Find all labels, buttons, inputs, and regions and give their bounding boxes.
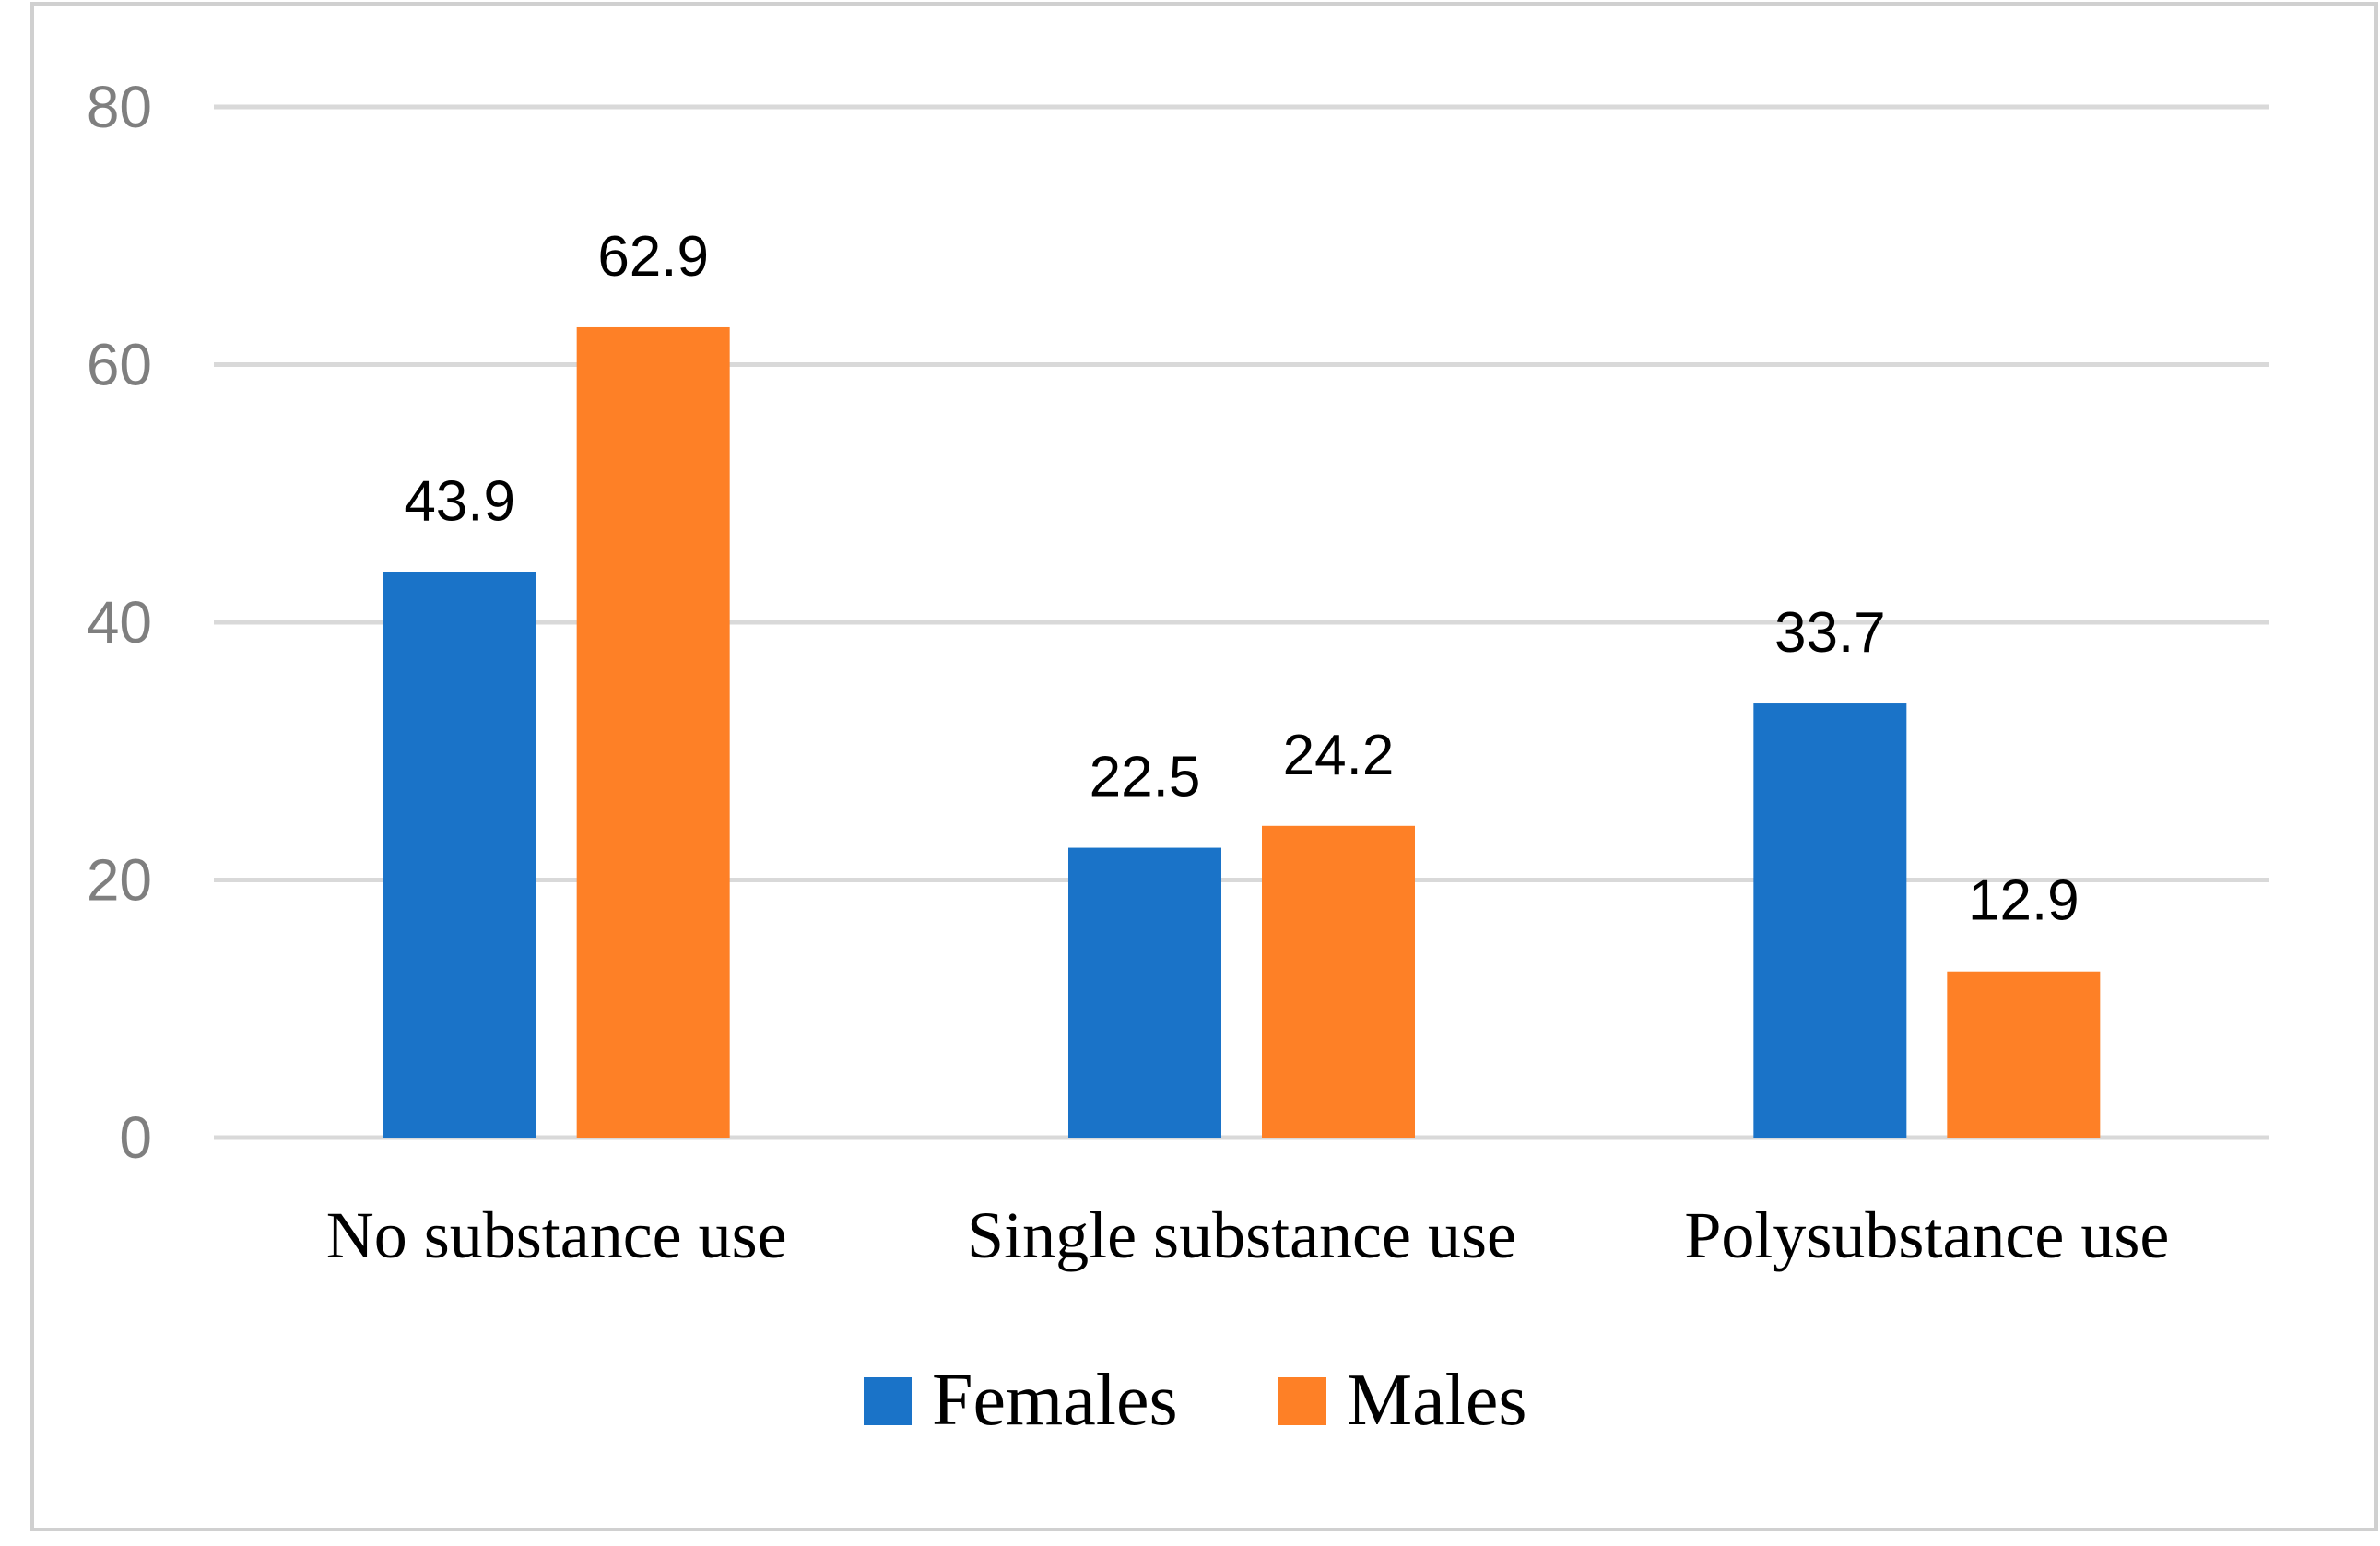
y-tick-label: 80: [87, 74, 152, 140]
data-label: 33.7: [1774, 601, 1886, 665]
legend-item-males: Males: [1278, 1360, 1527, 1441]
legend-swatch: [1278, 1377, 1326, 1425]
y-tick-label: 0: [119, 1104, 152, 1171]
y-tick-label: 40: [87, 589, 152, 655]
data-label: 43.9: [404, 469, 515, 533]
legend-label: Females: [932, 1360, 1178, 1441]
legend-label: Males: [1347, 1360, 1527, 1441]
bar-males-2: [1262, 825, 1415, 1138]
legend-item-females: Females: [864, 1360, 1178, 1441]
x-category-label: No substance use: [326, 1198, 787, 1272]
bar-females-3: [1753, 703, 1907, 1138]
x-category-label: Polysubstance use: [1684, 1198, 2169, 1272]
bar-females-1: [383, 572, 536, 1138]
y-tick-label: 60: [87, 332, 152, 398]
bar-females-2: [1068, 847, 1221, 1138]
bar-males-3: [1947, 971, 2101, 1138]
data-label: 12.9: [1968, 869, 2080, 933]
legend-swatch: [864, 1377, 912, 1425]
bar-males-1: [576, 326, 730, 1138]
data-label: 24.2: [1283, 724, 1395, 787]
y-tick-label: 20: [87, 847, 152, 914]
data-label: 62.9: [597, 225, 709, 289]
x-category-label: Single substance use: [967, 1198, 1516, 1272]
data-label: 22.5: [1090, 746, 1201, 809]
